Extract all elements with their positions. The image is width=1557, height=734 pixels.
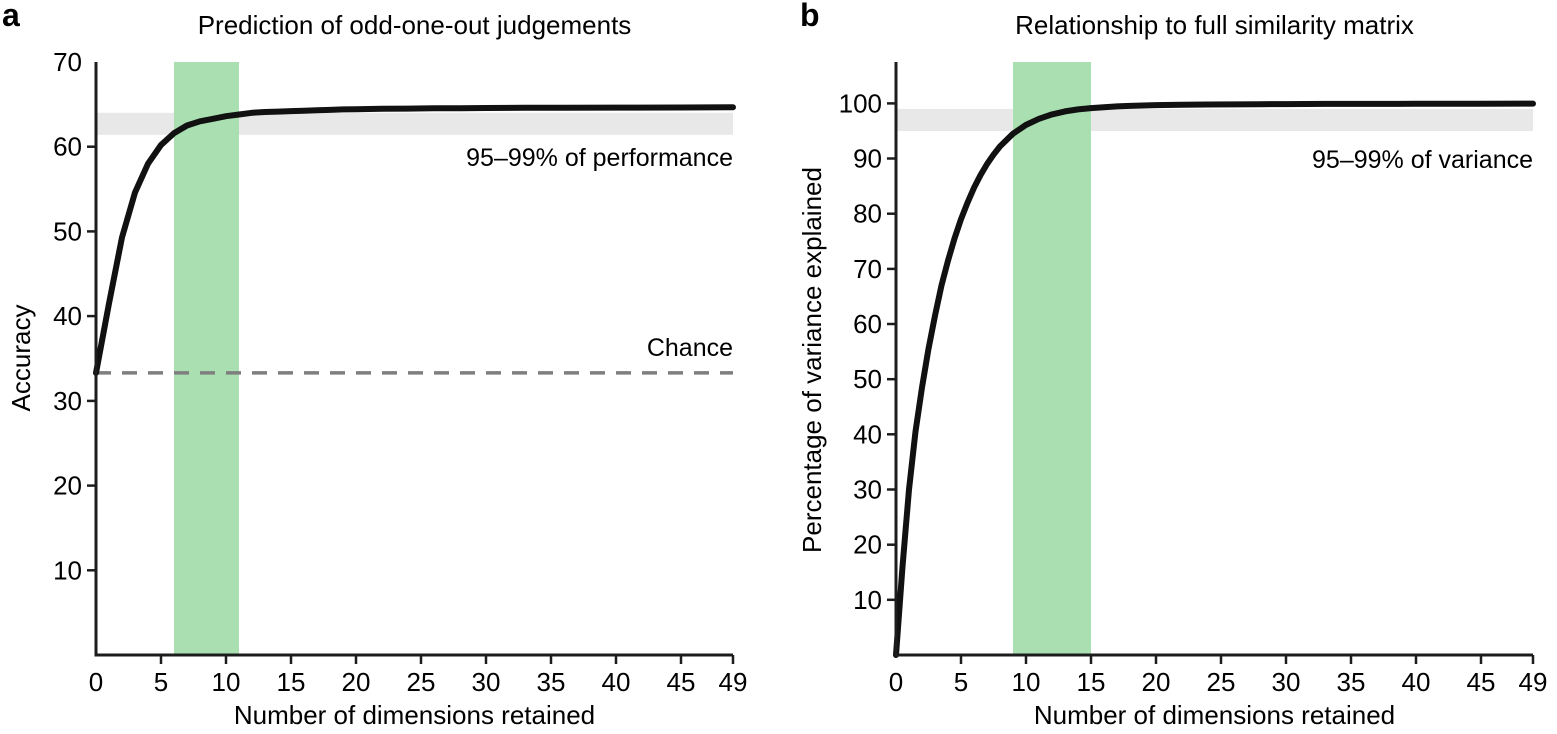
x-highlight-band [174,62,239,654]
y-tick-label: 60 [853,309,882,339]
y-tick-label: 40 [853,419,882,449]
x-tick-label: 20 [342,667,371,697]
y-tick-label: 20 [853,530,882,560]
x-highlight-band [1013,62,1091,654]
x-tick-label: 45 [1467,667,1496,697]
y-tick-label: 40 [53,301,82,331]
y-tick-label: 100 [839,88,882,118]
panel-a-title: Prediction of odd-one-out judgements [197,10,632,40]
y-highlight-band [896,108,1533,131]
y-tick-label: 70 [53,47,82,77]
panel-b-letter: b [800,0,820,33]
x-tick-label: 15 [277,667,306,697]
y-tick-label: 60 [53,132,82,162]
x-tick-label: 30 [1272,667,1301,697]
y-highlight-band [96,112,733,135]
x-tick-label: 0 [89,667,103,697]
x-tick-label: 15 [1077,667,1106,697]
panel-a-chart: 0 5 10 15 20 25 30 35 40 45 49 10 20 30 40 50 60 70 [53,47,747,697]
y-tick-label: 50 [53,216,82,246]
x-tick-label: 5 [154,667,168,697]
y-tick-label: 50 [853,364,882,394]
x-tick-label: 25 [1207,667,1236,697]
x-tick-label: 49 [719,667,748,697]
axes [94,62,733,657]
x-tick-label: 40 [1402,667,1431,697]
panel-a-y-axis-label: Accuracy [6,304,36,412]
panel-b-chart: 0 5 10 15 20 25 30 35 40 45 49 10 20 30 40 50 60 70 80 90 10… [839,62,1548,697]
panel-a-chance-annotation: Chance [646,334,733,362]
y-tick-label: 90 [853,144,882,174]
panel-b-y-axis-label: Percentage of variance explained [797,167,827,553]
x-tick-label: 35 [537,667,566,697]
panel-a-band-annotation: 95–99% of performance [466,144,733,172]
x-tick-label: 20 [1142,667,1171,697]
y-tick-label: 80 [853,199,882,229]
y-tick-label: 10 [853,585,882,615]
x-tick-label: 25 [407,667,436,697]
x-tick-label: 5 [954,667,968,697]
panel-a-letter: a [2,0,20,33]
x-tick-label: 49 [1519,667,1548,697]
panel-b-title: Relationship to full similarity matrix [1015,10,1414,40]
x-tick-label: 30 [472,667,501,697]
curve-prediction-accuracy [93,104,736,376]
x-tick-label: 10 [212,667,241,697]
y-tick-label: 30 [853,475,882,505]
curve-variance-explained [893,100,1536,658]
panel-b-band-annotation: 95–99% of variance [1312,146,1533,174]
panel-b-x-axis-label: Number of dimensions retained [1033,700,1396,730]
x-tick-label: 40 [602,667,631,697]
x-tick-label: 10 [1012,667,1041,697]
x-tick-label: 0 [889,667,903,697]
x-tick-label: 35 [1337,667,1366,697]
x-tick-label: 45 [667,667,696,697]
y-tick-label: 10 [53,555,82,585]
axes [894,62,1533,657]
y-tick-label: 70 [853,254,882,284]
panel-a-x-axis-label: Number of dimensions retained [233,700,596,730]
y-tick-label: 30 [53,386,82,416]
y-tick-label: 20 [53,471,82,501]
